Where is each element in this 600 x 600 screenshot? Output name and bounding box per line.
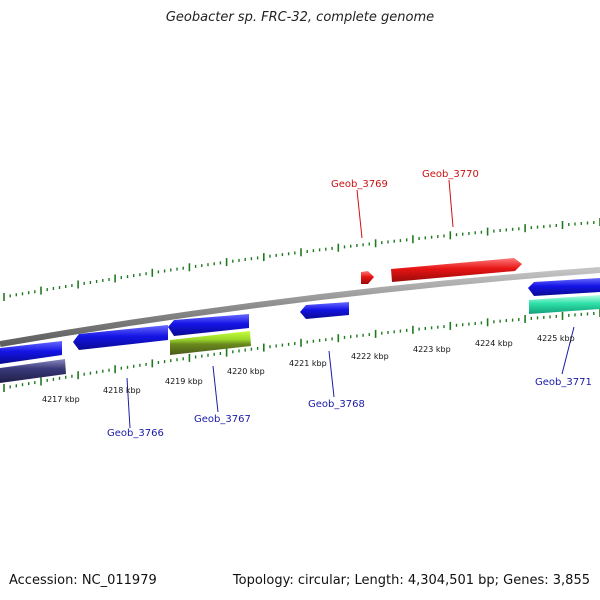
gene-label-geob-3770[interactable]: Geob_3770: [422, 169, 479, 180]
inner-tick-track: [3, 309, 600, 392]
scale-label: 4219 kbp: [165, 377, 203, 386]
gene-label-geob-3771[interactable]: Geob_3771: [535, 377, 592, 388]
gene-label-geob-3767[interactable]: Geob_3767: [194, 414, 251, 425]
gene-arrow[interactable]: [170, 331, 251, 355]
map-title: Geobacter sp. FRC-32, complete genome: [165, 10, 435, 25]
scale-label: 4221 kbp: [289, 359, 327, 368]
label-leader-lines: [126, 179, 575, 429]
gene-arrow[interactable]: [73, 325, 168, 350]
gene-arrow[interactable]: [0, 341, 62, 364]
outer-tick-track: [3, 218, 600, 301]
gene-arrow[interactable]: [300, 302, 349, 319]
gene-arrow[interactable]: [168, 314, 249, 336]
gene-arrow[interactable]: [528, 278, 600, 296]
scale-label: 4218 kbp: [103, 386, 141, 395]
gene-label-geob-3768[interactable]: Geob_3768: [308, 399, 365, 410]
gene-label-geob-3766[interactable]: Geob_3766: [107, 428, 164, 439]
gene-arrow[interactable]: [529, 295, 600, 314]
gene-label-geob-3769[interactable]: Geob_3769: [331, 179, 388, 190]
gene-arrow[interactable]: [0, 359, 66, 383]
scale-label: 4225 kbp: [537, 334, 575, 343]
scale-label: 4217 kbp: [42, 395, 80, 404]
accession-text: Accession: NC_011979: [9, 573, 157, 588]
scale-label: 4223 kbp: [413, 345, 451, 354]
gene-arrow[interactable]: [361, 271, 374, 284]
scale-label: 4224 kbp: [475, 339, 513, 348]
scale-label: 4220 kbp: [227, 367, 265, 376]
gene-labels: Geob_3766 Geob_3767 Geob_3768 Geob_3769 …: [107, 169, 592, 439]
scale-label: 4222 kbp: [351, 352, 389, 361]
genome-backbone: [0, 267, 600, 347]
scale-labels: 4217 kbp 4218 kbp 4219 kbp 4220 kbp 4221…: [42, 334, 575, 404]
gene-arrow[interactable]: [391, 258, 522, 282]
genome-summary-text: Topology: circular; Length: 4,304,501 bp…: [232, 573, 590, 588]
